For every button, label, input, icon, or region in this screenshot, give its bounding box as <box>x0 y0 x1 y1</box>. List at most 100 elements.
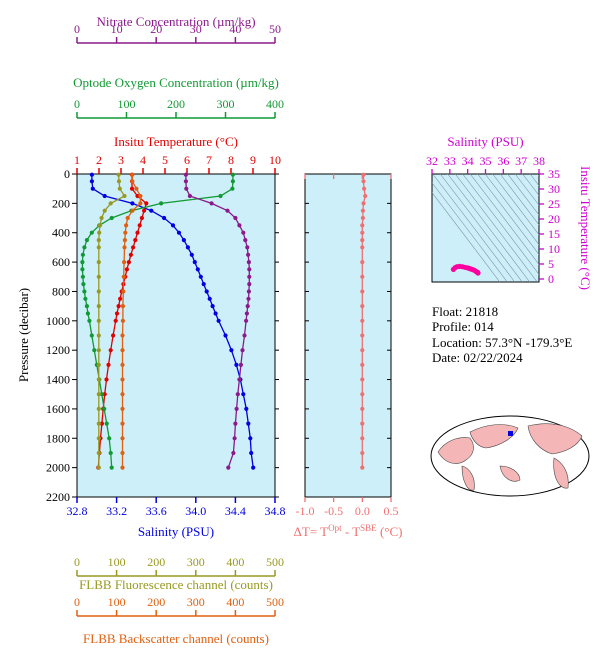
map-landmass <box>527 423 583 455</box>
backscatter-point <box>120 348 125 353</box>
delta-tick-label: -1.0 <box>296 504 315 518</box>
ts-point <box>475 270 481 276</box>
nitrate-point <box>183 179 188 184</box>
salinity-tick-label: 34.8 <box>265 504 286 518</box>
ts-sal-tick-label: 35 <box>480 154 492 168</box>
temperature-point <box>108 348 113 353</box>
delta-point <box>360 436 365 441</box>
map-landmass <box>437 437 474 464</box>
map-landmass <box>553 457 569 489</box>
oxygen-point <box>230 172 235 177</box>
nitrate-tick-label: 30 <box>190 22 202 36</box>
nitrate-point <box>233 421 238 426</box>
fluorescence-point <box>96 260 101 265</box>
backscatter-point <box>120 362 125 367</box>
ts-temp-tick-label: 35 <box>548 167 560 181</box>
backscatter-point <box>123 230 128 235</box>
nitrate-point <box>243 238 248 243</box>
salinity-point <box>149 208 154 213</box>
temperature-axis-label: Insitu Temperature (°C) <box>114 134 238 149</box>
oxygen-point <box>80 274 85 279</box>
oxygen-point <box>81 282 86 287</box>
pressure-tick-label: 600 <box>52 255 70 269</box>
density-contour <box>462 174 539 275</box>
info-date: Date: 02/22/2024 <box>432 350 523 365</box>
nitrate-point <box>246 260 251 265</box>
oxygen-point <box>104 421 109 426</box>
delta-point <box>360 260 365 265</box>
temperature-tick-label: 1 <box>74 153 80 167</box>
fluorescence-point <box>96 318 101 323</box>
world-map <box>430 415 590 497</box>
temperature-point <box>99 421 104 426</box>
pressure-tick-label: 400 <box>52 226 70 240</box>
backscatter-point <box>120 377 125 382</box>
salinity-point <box>248 436 253 441</box>
salinity-point <box>249 450 254 456</box>
oxygen-point <box>84 238 89 243</box>
salinity-point <box>244 406 249 411</box>
delta-point <box>360 362 365 367</box>
ts-plot-area <box>431 173 540 283</box>
nitrate-tick-label: 50 <box>269 22 281 36</box>
oxygen-point <box>107 436 112 441</box>
nitrate-point <box>246 252 251 257</box>
fluorescence-point <box>102 208 107 213</box>
delta-point <box>360 238 365 243</box>
backscatter-axis-label: FLBB Backscatter channel (counts) <box>83 631 269 646</box>
pressure-tick-label: 1200 <box>46 343 70 357</box>
oxygen-tick-label: 400 <box>266 97 284 111</box>
nitrate-point <box>242 333 247 338</box>
oxygen-point <box>82 289 87 294</box>
map-landmass <box>461 465 475 491</box>
nitrate-point <box>247 274 252 279</box>
nitrate-point <box>184 186 189 191</box>
delta-point <box>360 289 365 294</box>
temperature-point <box>133 238 138 243</box>
delta-point <box>360 223 365 228</box>
fluorescence-tick-label: 200 <box>147 555 165 569</box>
delta-point <box>360 450 365 456</box>
density-contour <box>499 174 539 226</box>
temperature-tick-label: 10 <box>269 153 281 167</box>
fluorescence-point <box>116 172 121 177</box>
ts-temp-tick-label: 30 <box>548 182 560 196</box>
temperature-point <box>102 392 107 397</box>
ts-temp-tick-label: 0 <box>548 272 554 286</box>
fluorescence-point <box>96 348 101 353</box>
nitrate-point <box>225 208 230 213</box>
salinity-point <box>181 238 186 243</box>
delta-point <box>360 465 365 470</box>
pressure-tick-label: 1800 <box>46 431 70 445</box>
oxygen-point <box>80 260 85 265</box>
backscatter-point <box>130 172 135 177</box>
fluorescence-point <box>96 421 101 426</box>
density-contour <box>477 174 539 256</box>
pressure-tick-label: 1600 <box>46 402 70 416</box>
oxygen-point <box>92 348 97 353</box>
nitrate-axis-label: Nitrate Concentration (µm/kg) <box>96 14 255 29</box>
oxygen-point <box>80 252 85 257</box>
temperature-point <box>144 201 149 206</box>
delta-point <box>363 193 368 199</box>
nitrate-point <box>237 223 242 228</box>
backscatter-point <box>122 260 127 265</box>
delta-point <box>361 172 366 177</box>
fluorescence-point <box>96 465 101 470</box>
salinity-point <box>192 260 197 265</box>
delta-axis-label: ΔT= TOpt - TSBE (°C) <box>294 523 403 539</box>
temperature-point <box>126 260 131 265</box>
backscatter-tick-label: 0 <box>74 595 80 609</box>
fluorescence-point <box>96 274 101 279</box>
fluorescence-point <box>116 179 122 184</box>
temperature-tick-label: 8 <box>228 153 234 167</box>
temperature-point <box>139 215 144 221</box>
oxygen-tick-label: 100 <box>118 97 136 111</box>
temperature-tick-label: 5 <box>162 153 168 167</box>
ts-sal-tick-label: 34 <box>462 154 474 168</box>
nitrate-point <box>246 296 251 301</box>
density-contours <box>432 174 539 282</box>
nitrate-point <box>241 230 246 235</box>
backscatter-tick-label: 100 <box>108 595 126 609</box>
